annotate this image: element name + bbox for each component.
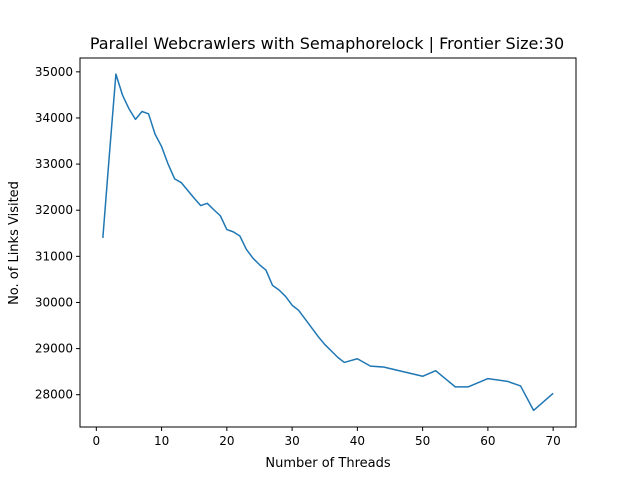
y-tick-label: 31000 (35, 249, 73, 263)
y-tick-label: 33000 (35, 157, 73, 171)
plot-frame (79, 57, 577, 428)
x-tick-label: 30 (284, 434, 299, 448)
y-tick-label: 35000 (35, 65, 73, 79)
y-tick-label: 29000 (35, 342, 73, 356)
y-tick-label: 34000 (35, 111, 73, 125)
x-axis-label: Number of Threads (265, 456, 390, 471)
x-tick-label: 40 (350, 434, 365, 448)
y-tick-label: 28000 (35, 388, 73, 402)
y-axis-label: No. of Links Visited (7, 181, 22, 305)
series-line-0 (102, 73, 554, 412)
y-tick-label: 32000 (35, 203, 73, 217)
x-axis: 0 10 20 30 40 50 60 70 (92, 427, 561, 448)
x-tick-label: 20 (219, 434, 234, 448)
x-tick-label: 10 (154, 434, 169, 448)
x-tick-label: 50 (415, 434, 430, 448)
plot-area (102, 73, 554, 412)
y-axis: 28000 29000 30000 31000 32000 33000 34000 35000 (35, 65, 80, 402)
x-tick-label: 70 (546, 434, 561, 448)
chart-title: Parallel Webcrawlers with Semaphorelock … (90, 34, 564, 53)
y-tick-label: 30000 (35, 295, 73, 309)
x-tick-label: 0 (92, 434, 100, 448)
x-tick-label: 60 (480, 434, 495, 448)
